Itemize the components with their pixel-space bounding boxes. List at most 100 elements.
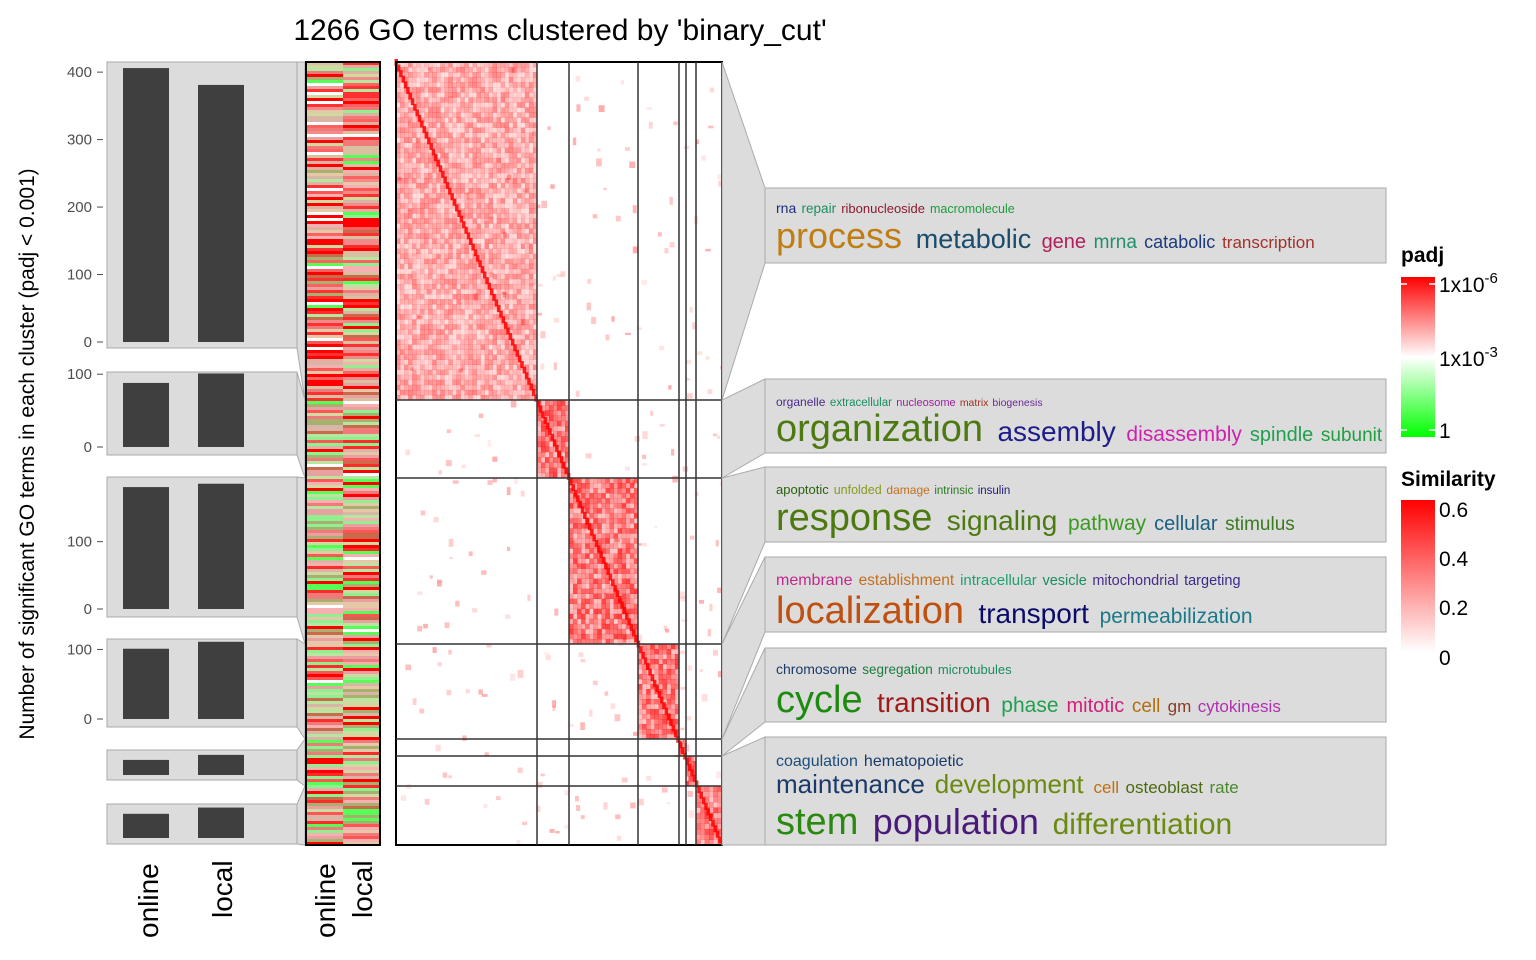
similarity-cell [633,568,639,574]
similarity-cell [432,389,437,396]
similarity-cell [504,289,510,295]
similarity-cell [408,344,413,350]
similarity-cell [506,174,512,180]
similarity-cell [424,379,429,386]
similarity-cell [452,283,457,290]
similarity-cell [476,203,481,209]
similarity-cell [573,623,578,630]
similarity-cell [589,543,594,549]
similarity-cell [646,654,651,660]
similarity-cell [577,568,582,574]
similarity-diagonal [489,288,494,296]
similarity-cell [496,152,502,159]
similarity-cell [532,203,538,209]
similarity-cell [617,608,623,615]
similarity-cell [629,603,635,610]
similarity-cell [492,344,498,350]
similarity-cell [528,97,534,103]
similarity-cell [577,533,582,539]
similarity-diagonal [480,265,485,273]
similarity-cell [464,87,469,93]
similarity-cell [480,304,485,310]
padj-cell [343,257,380,261]
similarity-cell [488,208,493,214]
padj-cell [343,362,380,366]
similarity-cell [504,162,510,169]
similarity-cell [432,67,437,73]
similarity-cell [609,568,614,574]
padj-cell [306,161,343,165]
padj-cell [343,728,380,732]
similarity-cell [440,344,445,350]
similarity-cell [621,528,627,534]
similarity-cell [440,334,445,340]
similarity-cell [429,575,433,579]
keyword: metabolic [916,224,1032,254]
similarity-cell [577,588,582,594]
similarity-cell [585,498,590,504]
similarity-cell [561,441,566,448]
similarity-cell [632,731,638,736]
similarity-cell [480,87,485,93]
similarity-cell [650,694,655,700]
padj-cell [306,749,343,753]
padj-cell [343,719,380,723]
padj-cell [343,587,380,591]
similarity-cell [524,233,530,239]
similarity-cell [528,243,534,249]
similarity-cell [593,588,598,594]
similarity-cell [670,659,676,665]
similarity-cell [601,578,606,584]
padj-cell [343,611,380,615]
padj-cell [343,134,380,138]
similarity-cell [492,122,498,128]
similarity-cell [496,359,502,365]
similarity-cell [541,472,546,479]
similarity-cell [573,533,578,539]
similarity-cell [420,253,425,260]
similarity-cell [510,400,517,408]
similarity-cell [420,329,425,335]
keyword: damage [886,483,930,497]
similarity-cell [448,263,453,270]
similarity-cell [581,603,586,610]
padj-cell [343,176,380,180]
padj-cell [343,800,380,804]
similarity-cell [412,314,417,320]
similarity-cell [416,329,421,335]
similarity-cell [468,97,473,103]
similarity-cell [396,268,401,275]
similarity-cell [444,359,449,365]
padj-cell [343,635,380,639]
similarity-cell [496,122,502,128]
padj-cell [343,95,380,99]
similarity-cell [476,72,481,78]
similarity-cell [654,659,659,665]
similarity-cell [557,467,562,474]
padj-cell [306,737,343,741]
similarity-cell [646,684,651,690]
similarity-cell [448,294,453,300]
similarity-cell [476,102,481,108]
similarity-cell [585,493,590,499]
similarity-cell [524,77,530,83]
similarity-cell [416,198,421,204]
similarity-cell [503,231,507,238]
similarity-cell [601,628,606,635]
similarity-cell [597,603,602,610]
similarity-cell [484,248,489,255]
similarity-cell [408,394,413,401]
similarity-cell [532,304,538,310]
similarity-cell [629,563,635,569]
similarity-cell [420,112,425,118]
similarity-cell [654,704,659,710]
similarity-cell [512,157,518,164]
similarity-cell [625,523,631,529]
padj-cell [343,170,380,174]
similarity-cell [476,344,481,350]
similarity-cell [621,583,627,589]
similarity-cell [468,142,473,149]
similarity-cell [404,152,409,159]
similarity-cell [472,283,477,290]
similarity-cell [428,253,433,260]
